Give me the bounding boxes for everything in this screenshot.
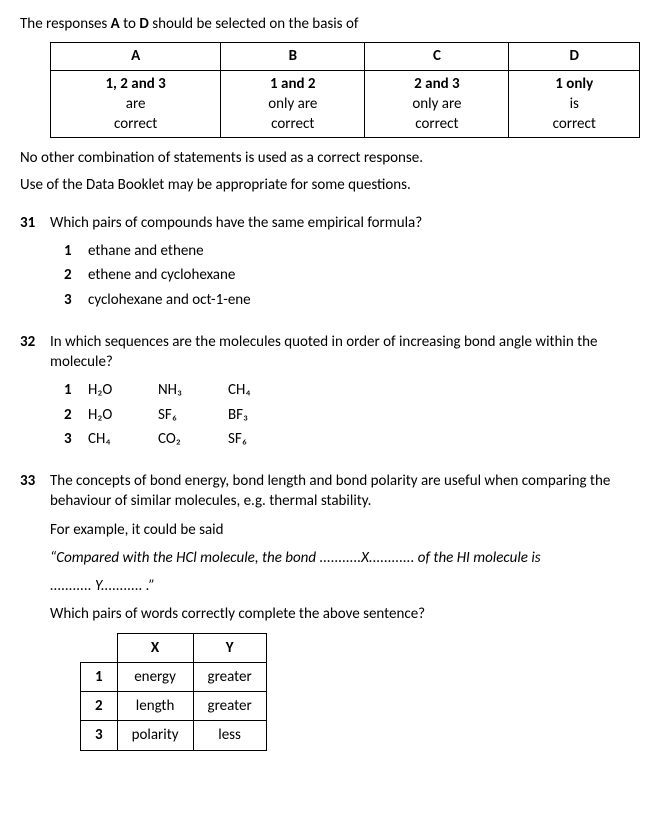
note-2: Use of the Data Booklet may be appropria… <box>20 175 638 195</box>
q32-stem: In which sequences are the molecules quo… <box>50 332 638 373</box>
q33-quote: “Compared with the HCl molecule, the bon… <box>50 548 638 568</box>
q33-xy-table: X Y 1 energy greater 2 length greater 3 … <box>80 633 267 751</box>
q31-opt-3: 3 cyclohexane and oct-1-ene <box>64 290 638 310</box>
q31-opt-1: 1 ethane and ethene <box>64 241 638 261</box>
q33-col-y: Y <box>193 633 266 662</box>
q32-seq-1: 1 H₂O NH₃ CH₄ <box>64 380 638 400</box>
question-33: 33 The concepts of bond energy, bond len… <box>20 471 638 751</box>
cell-c: 2 and 3only arecorrect <box>365 70 509 138</box>
header-a: A <box>51 43 221 70</box>
header-b: B <box>221 43 365 70</box>
q33-stem: The concepts of bond energy, bond length… <box>50 471 638 512</box>
q31-number: 31 <box>20 213 50 314</box>
question-32: 32 In which sequences are the molecules … <box>20 332 638 453</box>
q33-row-3: 3 polarity less <box>81 721 267 750</box>
response-table: A B C D 1, 2 and 3arecorrect 1 and 2only… <box>50 42 640 138</box>
q32-seq-3: 3 CH₄ CO₂ SF₆ <box>64 429 638 449</box>
q33-row-2: 2 length greater <box>81 692 267 721</box>
q32-number: 32 <box>20 332 50 453</box>
intro-text: The responses A to D should be selected … <box>20 14 638 34</box>
q33-p1: For example, it could be said <box>50 520 638 540</box>
q33-p2: Which pairs of words correctly complete … <box>50 604 638 624</box>
note-1: No other combination of statements is us… <box>20 148 638 168</box>
q33-number: 33 <box>20 471 50 751</box>
cell-b: 1 and 2only arecorrect <box>221 70 365 138</box>
q31-opt-2: 2 ethene and cyclohexane <box>64 265 638 285</box>
header-d: D <box>509 43 640 70</box>
header-c: C <box>365 43 509 70</box>
cell-d: 1 onlyiscorrect <box>509 70 640 138</box>
cell-a: 1, 2 and 3arecorrect <box>51 70 221 138</box>
q33-quote2: ........... Y........... .” <box>50 576 638 596</box>
q33-col-x: X <box>117 633 193 662</box>
q33-row-1: 1 energy greater <box>81 662 267 691</box>
question-31: 31 Which pairs of compounds have the sam… <box>20 213 638 314</box>
q31-stem: Which pairs of compounds have the same e… <box>50 213 638 233</box>
q32-seq-2: 2 H₂O SF₆ BF₃ <box>64 405 638 425</box>
